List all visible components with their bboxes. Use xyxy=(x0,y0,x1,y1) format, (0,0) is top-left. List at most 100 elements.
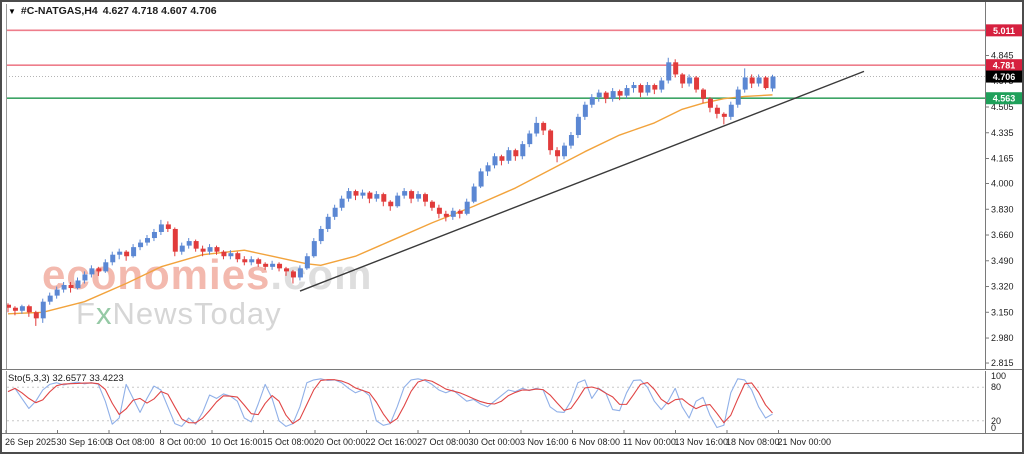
y-axis-tick-label: 4.165 xyxy=(991,154,1014,164)
candle-body xyxy=(165,224,171,229)
x-axis-date-label: 3 Nov 16:00 xyxy=(520,437,569,447)
candle-body xyxy=(429,201,435,208)
candle-body xyxy=(339,198,345,208)
x-axis-date-label: 27 Oct 08:00 xyxy=(417,437,469,447)
candle-body xyxy=(89,268,95,275)
candle-body xyxy=(103,262,109,272)
candle-body xyxy=(131,247,137,257)
candle-body xyxy=(179,245,185,252)
candle-body xyxy=(541,122,547,131)
candle-body xyxy=(110,254,116,263)
candle-body xyxy=(151,231,157,239)
candle-body xyxy=(284,268,289,272)
watermark-tag-x: x xyxy=(95,296,113,331)
price-badge-5.011 xyxy=(986,24,1022,37)
candle-body xyxy=(770,76,776,89)
candle-body xyxy=(61,285,67,290)
candle-body xyxy=(19,306,25,311)
x-axis-date-label: 21 Nov 00:00 xyxy=(778,437,832,447)
watermark: economies.com FxNewsToday xyxy=(42,251,373,331)
candle-body xyxy=(12,307,18,311)
x-axis-date-label: 20 Oct 00:00 xyxy=(314,437,366,447)
candle-body xyxy=(242,259,248,263)
y-axis-tick-label: 3.660 xyxy=(991,230,1014,240)
price-badge-label: 4.781 xyxy=(993,61,1016,71)
candle-body xyxy=(290,271,296,278)
stoch-scale-label: 0 xyxy=(991,423,996,433)
price-badge-4.706 xyxy=(986,70,1022,83)
candle-body xyxy=(249,259,255,263)
candle-body xyxy=(534,122,540,134)
candle-body xyxy=(263,263,269,267)
candle-body xyxy=(186,241,192,246)
candle-body xyxy=(735,89,741,105)
watermark-brand: economies xyxy=(42,251,271,298)
candle-body xyxy=(200,248,206,252)
candle-body xyxy=(624,88,630,96)
candle-body xyxy=(423,194,428,202)
candle-body xyxy=(548,130,554,151)
candle-body xyxy=(562,145,567,157)
candle-body xyxy=(235,253,241,260)
x-axis-date-label: 22 Oct 16:00 xyxy=(366,437,418,447)
y-axis-tick-label: 3.320 xyxy=(991,282,1014,292)
candle-body xyxy=(297,268,303,278)
price-badge-4.781 xyxy=(986,59,1022,72)
candle-body xyxy=(582,104,588,117)
x-axis-date-label: 30 Oct 00:00 xyxy=(469,437,521,447)
candle-body xyxy=(325,216,331,229)
candle-body xyxy=(513,150,519,157)
candle-body xyxy=(520,144,526,157)
candle-body xyxy=(742,77,748,90)
price-badge-label: 4.563 xyxy=(993,94,1016,104)
candle-body xyxy=(82,274,88,281)
candle-body xyxy=(680,74,686,84)
x-axis-date-label: 10 Oct 16:00 xyxy=(211,437,263,447)
candle-body xyxy=(193,241,199,249)
watermark-domain: .com xyxy=(270,251,373,298)
candle-body xyxy=(575,116,581,136)
candle-body xyxy=(527,133,533,145)
price-badge-label: 5.011 xyxy=(993,26,1015,36)
x-axis-date-label: 30 Sep 16:00 xyxy=(57,437,111,447)
symbol-dropdown-icon[interactable]: ▼ xyxy=(8,6,16,16)
candle-body xyxy=(256,259,262,264)
candlestick-series xyxy=(6,57,776,326)
y-axis-tick-label: 3.830 xyxy=(991,204,1014,214)
candle-body xyxy=(721,113,727,117)
candle-body xyxy=(763,77,769,89)
candle-body xyxy=(436,207,442,214)
candle-body xyxy=(374,194,380,199)
candle-body xyxy=(506,150,512,161)
candle-body xyxy=(589,97,595,105)
candle-body xyxy=(402,191,408,196)
candle-body xyxy=(221,251,227,257)
candle-body xyxy=(395,195,401,207)
y-axis-tick-label: 4.335 xyxy=(991,128,1014,138)
candle-body xyxy=(346,191,352,199)
candle-body xyxy=(68,285,74,289)
candle-body xyxy=(707,98,713,108)
candle-body xyxy=(311,241,317,257)
price-badge-label: 4.706 xyxy=(993,72,1016,82)
candle-body xyxy=(443,213,449,217)
symbol-title: #C-NATGAS,H4 xyxy=(20,5,98,17)
candle-body xyxy=(124,251,130,257)
y-axis-tick-label: 4.505 xyxy=(991,102,1014,112)
candle-body xyxy=(596,92,602,98)
candle-body xyxy=(610,91,616,99)
candle-body xyxy=(694,77,700,90)
candle-body xyxy=(207,247,213,252)
candle-body xyxy=(673,62,679,75)
candle-body xyxy=(555,150,561,157)
candle-body xyxy=(416,194,422,199)
candle-body xyxy=(47,295,53,302)
x-axis-date-label: 11 Nov 00:00 xyxy=(623,437,676,447)
candle-body xyxy=(652,85,658,90)
trendline[interactable] xyxy=(299,70,865,292)
x-axis-date-label: 3 Oct 08:00 xyxy=(108,437,155,447)
candle-body xyxy=(464,201,470,214)
candle-body xyxy=(388,201,394,207)
candle-body xyxy=(228,253,234,257)
